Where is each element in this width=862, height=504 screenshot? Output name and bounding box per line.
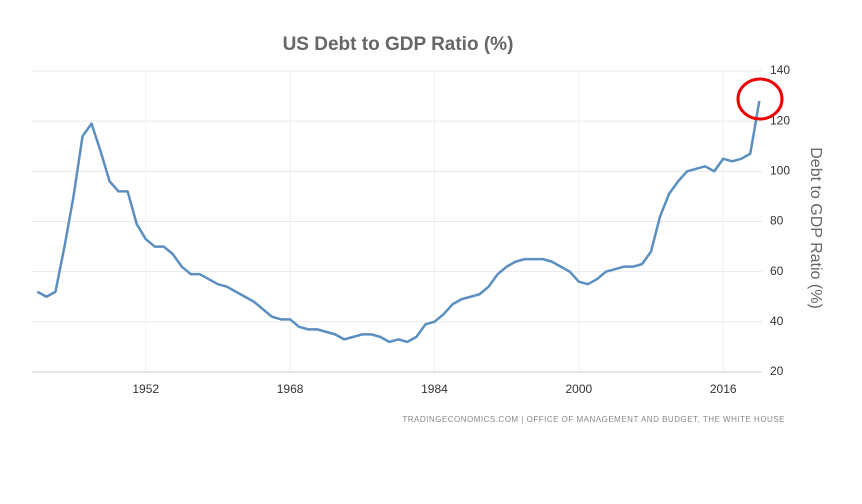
y-tick-label: 20 xyxy=(770,364,784,378)
x-tick-label: 1968 xyxy=(277,382,304,396)
y-tick-label: 140 xyxy=(770,63,790,77)
source: TRADINGECONOMICS.COM | OFFICE OF MANAGEM… xyxy=(402,415,785,424)
x-tick-label: 2016 xyxy=(710,382,737,396)
y-tick-label: 60 xyxy=(770,264,784,278)
y-tick-label: 80 xyxy=(770,214,784,228)
x-tick-label: 2000 xyxy=(565,382,592,396)
x-tick-label: 1984 xyxy=(421,382,448,396)
y-axis-label: Debt to GDP Ratio (%) xyxy=(807,147,824,309)
chart-title: US Debt to GDP Ratio (%) xyxy=(283,34,514,55)
highlight-circle xyxy=(736,77,784,121)
y-tick-label: 120 xyxy=(770,113,790,127)
x-tick-label: 1952 xyxy=(132,382,159,396)
y-tick-label: 40 xyxy=(770,314,784,328)
line-series xyxy=(36,100,761,344)
y-tick-label: 100 xyxy=(770,164,790,178)
